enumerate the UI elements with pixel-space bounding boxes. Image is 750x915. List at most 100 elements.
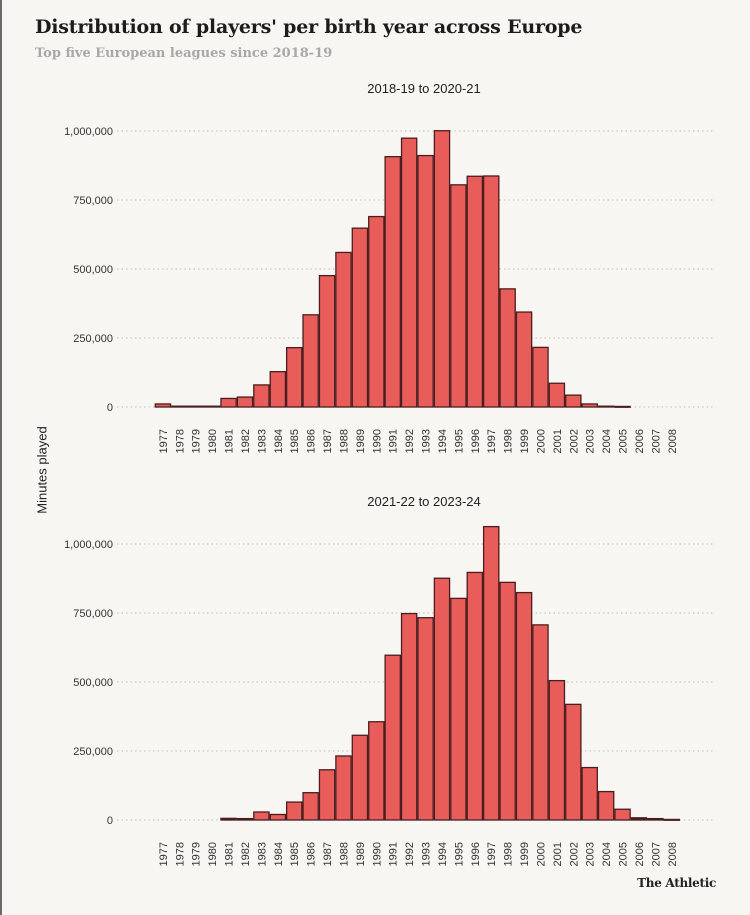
x-tick-label: 1989 (355, 842, 367, 866)
bar-top-2001 (548, 382, 566, 408)
y-tick-label: 250,000 (73, 333, 113, 345)
x-tick-label: 1998 (503, 429, 515, 453)
bar-top-1983 (253, 384, 270, 408)
bar-bottom-1993 (417, 617, 434, 821)
bar-top-1986 (302, 314, 319, 408)
chart-subtitle: Top five European leagues since 2018-19 (35, 46, 333, 61)
x-tick-label: 1980 (207, 429, 219, 453)
x-tick-label: 1997 (486, 842, 498, 866)
bar-top-1982 (236, 396, 254, 408)
bar-bottom-1999 (515, 591, 533, 821)
x-tick-label: 1999 (519, 429, 531, 453)
bar-top-1993 (417, 154, 434, 408)
y-tick-label: 1,000,000 (64, 126, 113, 138)
x-tick-label: 1985 (289, 842, 301, 866)
x-tick-label: 2002 (568, 842, 580, 866)
x-tick-label: 1983 (256, 842, 268, 866)
x-tick-label: 1988 (338, 429, 350, 453)
the-athletic-logo: The Athletic (637, 876, 716, 890)
x-tick-label: 2001 (552, 842, 564, 866)
y-tick-label: 750,000 (73, 608, 113, 620)
y-tick-label: 250,000 (73, 746, 113, 758)
x-tick-label: 1984 (273, 842, 285, 866)
x-tick-label: 2000 (535, 429, 547, 453)
x-tick-label: 2003 (585, 842, 597, 866)
chart-title: Distribution of players' per birth year … (35, 16, 583, 38)
x-tick-label: 1988 (338, 842, 350, 866)
bar-top-2004 (597, 405, 615, 408)
x-tick-label: 1978 (174, 842, 186, 866)
x-tick-label: 1990 (371, 842, 383, 866)
bar-bottom-1982 (236, 817, 254, 821)
bar-bottom-2006 (630, 817, 648, 821)
x-tick-label: 1995 (453, 429, 465, 453)
bar-bottom-1981 (220, 817, 237, 821)
bar-bottom-2001 (548, 679, 566, 821)
bar-bottom-2004 (597, 790, 615, 821)
x-tick-label: 1985 (289, 429, 301, 453)
bar-bottom-1990 (368, 721, 385, 821)
x-tick-label: 2003 (585, 429, 597, 453)
bar-top-2005 (614, 405, 631, 408)
bar-bottom-1989 (351, 734, 369, 821)
bar-bottom-2008 (663, 818, 681, 821)
x-tick-label: 2007 (650, 429, 662, 453)
x-tick-label: 1994 (437, 842, 449, 866)
x-tick-label: 1991 (388, 842, 400, 866)
bar-bottom-1997 (482, 525, 500, 821)
y-tick-label: 0 (107, 815, 113, 827)
bar-bottom-1992 (400, 612, 418, 821)
bar-bottom-2000 (532, 624, 549, 821)
y-tick-label: 500,000 (73, 677, 113, 689)
bar-top-1984 (269, 371, 287, 408)
bar-bottom-2003 (581, 766, 598, 821)
y-tick-label: 500,000 (73, 264, 113, 276)
x-tick-label: 1977 (158, 842, 170, 866)
bar-top-1989 (351, 227, 369, 408)
bar-top-1997 (482, 175, 500, 408)
bar-top-1998 (499, 288, 516, 408)
x-tick-label: 1978 (174, 429, 186, 453)
bar-bottom-1983 (253, 811, 270, 821)
x-tick-label: 2006 (634, 842, 646, 866)
bar-top-2002 (565, 394, 582, 408)
x-tick-label: 1991 (388, 429, 400, 453)
x-tick-label: 2005 (618, 429, 630, 453)
bar-top-2003 (581, 403, 598, 408)
bar-top-1987 (318, 274, 336, 408)
x-tick-label: 1986 (306, 842, 318, 866)
x-tick-label: 1997 (486, 429, 498, 453)
bar-bottom-1988 (335, 755, 352, 821)
x-tick-label: 2008 (667, 842, 679, 866)
x-tick-label: 2005 (618, 842, 630, 866)
x-tick-label: 2008 (667, 429, 679, 453)
bar-top-1992 (400, 137, 418, 408)
x-tick-label: 2002 (568, 429, 580, 453)
x-tick-label: 2001 (552, 429, 564, 453)
bar-bottom-1985 (285, 801, 303, 821)
x-tick-label: 1987 (322, 842, 334, 866)
bar-top-1978 (171, 405, 188, 408)
x-tick-label: 1996 (470, 842, 482, 866)
y-tick-label: 1,000,000 (64, 539, 113, 551)
x-tick-label: 2006 (634, 429, 646, 453)
x-tick-label: 1982 (240, 842, 252, 866)
x-tick-label: 1979 (191, 842, 203, 866)
bar-top-1977 (154, 403, 172, 408)
bar-bottom-1995 (450, 597, 467, 821)
bar-top-1990 (368, 215, 385, 408)
x-tick-label: 1992 (404, 842, 416, 866)
x-tick-label: 1986 (306, 429, 318, 453)
x-tick-label: 1990 (371, 429, 383, 453)
x-tick-label: 1992 (404, 429, 416, 453)
bar-bottom-1984 (269, 813, 287, 821)
left-border (0, 0, 2, 915)
bar-top-1999 (515, 311, 533, 408)
bar-bottom-1996 (466, 571, 484, 821)
x-tick-label: 1999 (519, 842, 531, 866)
x-tick-label: 1983 (256, 429, 268, 453)
x-tick-label: 1993 (421, 429, 433, 453)
x-tick-label: 1994 (437, 429, 449, 453)
panel-title-bottom: 2021-22 to 2023-24 (367, 494, 480, 509)
